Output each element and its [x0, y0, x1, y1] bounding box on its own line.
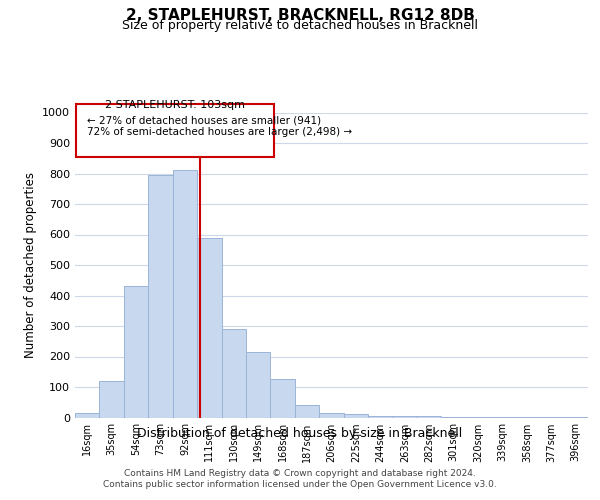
- Bar: [173, 170, 197, 418]
- Text: 72% of semi-detached houses are larger (2,498) →: 72% of semi-detached houses are larger (…: [87, 128, 352, 138]
- Bar: [295, 406, 319, 417]
- Bar: [392, 416, 417, 418]
- Bar: [319, 413, 344, 418]
- Y-axis label: Number of detached properties: Number of detached properties: [23, 172, 37, 358]
- Bar: [417, 416, 442, 418]
- Bar: [124, 286, 148, 418]
- Bar: [490, 417, 515, 418]
- Bar: [197, 238, 221, 418]
- Bar: [466, 417, 490, 418]
- Bar: [246, 352, 271, 418]
- FancyBboxPatch shape: [76, 104, 274, 158]
- Bar: [221, 329, 246, 418]
- Bar: [442, 416, 466, 418]
- Bar: [515, 417, 539, 418]
- Bar: [100, 381, 124, 418]
- Text: Distribution of detached houses by size in Bracknell: Distribution of detached houses by size …: [137, 428, 463, 440]
- Text: Contains public sector information licensed under the Open Government Licence v3: Contains public sector information licen…: [103, 480, 497, 489]
- Bar: [344, 414, 368, 418]
- Bar: [563, 417, 588, 418]
- Bar: [539, 417, 563, 418]
- Text: ← 27% of detached houses are smaller (941): ← 27% of detached houses are smaller (94…: [87, 115, 322, 125]
- Text: Size of property relative to detached houses in Bracknell: Size of property relative to detached ho…: [122, 18, 478, 32]
- Bar: [368, 416, 392, 418]
- Text: Contains HM Land Registry data © Crown copyright and database right 2024.: Contains HM Land Registry data © Crown c…: [124, 469, 476, 478]
- Text: 2 STAPLEHURST: 103sqm: 2 STAPLEHURST: 103sqm: [105, 100, 245, 110]
- Text: 2, STAPLEHURST, BRACKNELL, RG12 8DB: 2, STAPLEHURST, BRACKNELL, RG12 8DB: [125, 8, 475, 22]
- Bar: [271, 380, 295, 418]
- Bar: [75, 413, 100, 418]
- Bar: [148, 175, 173, 418]
